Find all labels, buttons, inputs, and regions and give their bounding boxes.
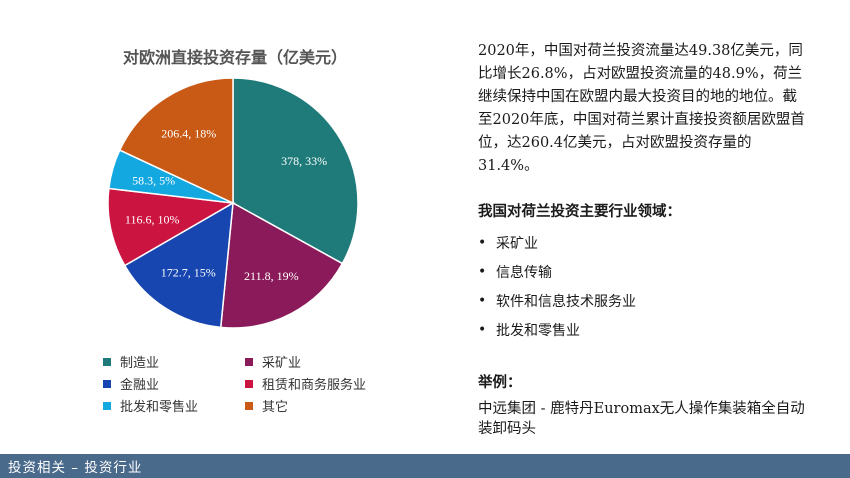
- legend-label: 制造业: [120, 356, 160, 371]
- industries-heading: 我国对荷兰投资主要行业领域：: [478, 203, 681, 220]
- legend-item-3: 金融业: [103, 374, 245, 393]
- bullet-icon: •: [478, 234, 487, 251]
- bullet-icon: •: [478, 321, 487, 338]
- pie-slice-1: [232, 77, 359, 265]
- legend-label: 其它: [262, 400, 289, 415]
- footer-bar: 投资相关 – 投资行业: [0, 454, 850, 478]
- legend-swatch: [245, 379, 253, 388]
- industry-label: 批发和零售业: [496, 322, 580, 339]
- pie-slice-label-1: 378, 33%: [281, 154, 327, 168]
- legend-swatch: [245, 401, 253, 410]
- legend-item-4: 租赁和商务服务业: [245, 374, 433, 393]
- industry-item-2: • 信息传输: [478, 257, 636, 286]
- legend-swatch: [103, 401, 111, 410]
- industry-item-3: • 软件和信息技术服务业: [478, 286, 636, 315]
- legend-item-5: 批发和零售业: [103, 396, 245, 415]
- industry-label: 采矿业: [496, 235, 538, 252]
- legend-swatch: [103, 357, 111, 366]
- pie-slice-2: [219, 201, 344, 329]
- pie-slice-label-5: 58.3, 5%: [132, 173, 175, 187]
- legend-swatch: [245, 357, 253, 366]
- legend-item-1: 制造业: [103, 352, 245, 371]
- legend-label: 批发和零售业: [120, 400, 199, 415]
- chart-legend: 制造业 采矿业金融业 租赁和商务服务业批发和零售业 其它: [103, 352, 433, 415]
- legend-item-6: 其它: [245, 396, 433, 415]
- pie-slice-3: [123, 201, 234, 329]
- industry-item-4: • 批发和零售业: [478, 315, 636, 344]
- example-text: 中远集团 - 鹿特丹Euromax无人操作集装箱全自动装卸码头: [478, 401, 805, 437]
- legend-label: 金融业: [120, 378, 160, 393]
- industry-list: • 采矿业 • 信息传输 • 软件和信息技术服务业 • 批发和零售业: [478, 228, 636, 344]
- legend-label: 租赁和商务服务业: [262, 378, 367, 393]
- industry-item-1: • 采矿业: [478, 228, 636, 257]
- footer-label: 投资相关 – 投资行业: [8, 460, 143, 476]
- pie-slice-6: [118, 77, 234, 205]
- example-heading: 举例：: [478, 374, 522, 391]
- legend-swatch: [103, 379, 111, 388]
- pie-slice-label-3: 172.7, 15%: [161, 265, 216, 279]
- chart-title: 对欧洲直接投资存量（亿美元）: [122, 48, 347, 67]
- pie-chart: 378, 33% 211.8, 19% 172.7, 15% 116.6, 10% 58…: [107, 77, 359, 329]
- bullet-icon: •: [478, 263, 487, 280]
- pie-slice-label-2: 211.8, 19%: [244, 269, 299, 283]
- pie-slice-label-6: 206.4, 18%: [161, 126, 216, 140]
- pie-slice-4: [107, 187, 236, 267]
- pie-slice-label-4: 116.6, 10%: [125, 213, 180, 227]
- industry-label: 软件和信息技术服务业: [496, 293, 636, 310]
- industry-label: 信息传输: [496, 264, 552, 281]
- legend-label: 采矿业: [262, 356, 302, 371]
- intro-paragraph: 2020年，中国对荷兰投资流量达49.38亿美元，同比增长26.8%，占对欧盟投…: [478, 43, 805, 174]
- bullet-icon: •: [478, 292, 487, 309]
- legend-item-2: 采矿业: [245, 352, 433, 371]
